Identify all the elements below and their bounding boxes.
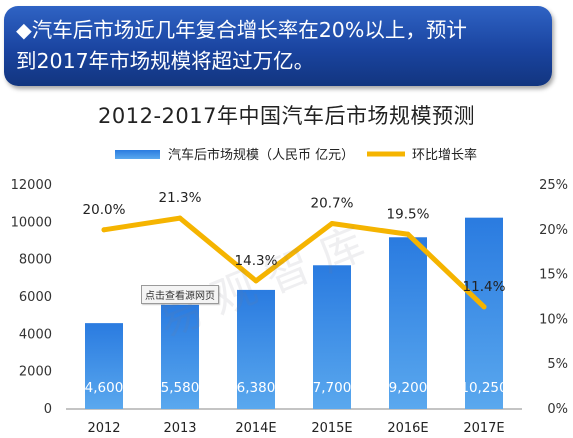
rate-value-label: 11.4% [463,279,506,295]
x-tick-label: 2016E [387,421,428,436]
y-left-tick: 4000 [19,327,52,342]
x-tick-label: 2015E [311,421,352,436]
x-tick-label: 2013 [163,421,196,436]
y-right-tick: 20% [539,223,568,238]
bar-value-label: 7,700 [313,380,352,396]
bar [465,217,503,409]
growth-rate-point [329,221,335,227]
bar [389,237,427,409]
growth-rate-point [177,215,183,221]
banner-line-2: 到2017年市场规模将超过万亿。 [16,49,315,73]
y-left-tick: 2000 [19,365,52,380]
rate-value-label: 19.5% [387,206,430,222]
bar [85,323,123,409]
rate-value-label: 20.7% [311,196,354,212]
bar-value-label: 5,580 [161,380,200,396]
bar [161,304,199,409]
y-left-tick: 6000 [19,290,52,305]
rate-value-label: 14.3% [235,253,278,269]
legend-bar-swatch [115,150,160,159]
growth-rate-point [405,231,411,237]
bar-value-label: 10,250 [460,380,507,396]
y-right-tick: 5% [547,357,568,372]
y-left-tick: 10000 [11,215,52,230]
x-tick-label: 2017E [463,421,504,436]
headline-banner: ◆汽车后市场近几年复合增长率在20%以上，预计 到2017年市场规模将超过万亿。 [4,6,552,86]
y-left-tick: 0 [44,402,52,417]
legend-line-label: 环比增长率 [412,147,477,163]
rate-value-label: 20.0% [83,202,126,218]
x-tick-label: 2014E [235,421,276,436]
bar [237,289,275,409]
y-left-tick: 12000 [11,178,52,193]
banner-line-1: ◆汽车后市场近几年复合增长率在20%以上，预计 [16,18,467,42]
bar-value-label: 6,380 [237,380,276,396]
rate-value-label: 21.3% [159,190,202,206]
y-right-tick: 10% [539,312,568,327]
growth-rate-point [481,304,487,310]
bar-value-label: 4,600 [85,380,124,396]
chart-legend: 汽车后市场规模（人民币 亿元） 环比增长率 [115,147,477,163]
y-right-tick: 15% [539,268,568,283]
y-right-tick: 0% [547,402,568,417]
growth-rate-point [101,227,107,233]
bar-value-label: 9,200 [389,380,428,396]
growth-rate-point [253,278,259,284]
growth-rate-line [101,215,487,310]
chart-title: 2012-2017年中国汽车后市场规模预测 [98,104,475,128]
view-source-button[interactable]: 点击查看源网页 [141,285,219,304]
x-tick-label: 2012 [87,421,120,436]
y-right-tick: 25% [539,178,568,193]
legend-bar-label: 汽车后市场规模（人民币 亿元） [168,147,354,163]
y-left-tick: 8000 [19,253,52,268]
bar [313,265,351,409]
